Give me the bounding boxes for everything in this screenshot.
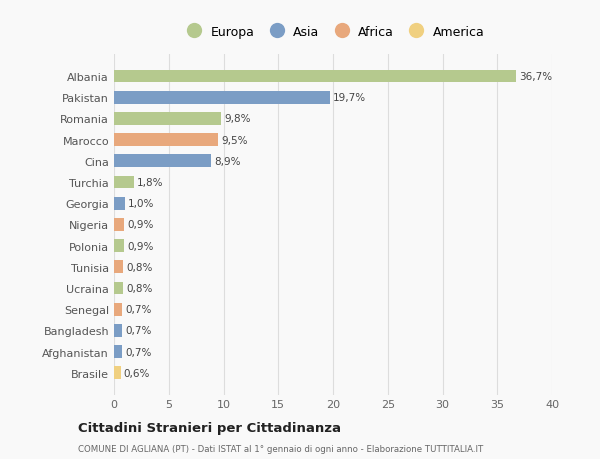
Bar xyxy=(114,346,122,358)
Bar xyxy=(114,367,121,379)
Bar xyxy=(114,240,124,252)
Text: 19,7%: 19,7% xyxy=(333,93,366,103)
Text: 0,7%: 0,7% xyxy=(125,304,151,314)
Text: 0,9%: 0,9% xyxy=(127,241,154,251)
Bar xyxy=(114,218,124,231)
Bar xyxy=(114,92,330,104)
Text: 9,8%: 9,8% xyxy=(224,114,251,124)
Bar xyxy=(114,71,516,83)
Text: 1,0%: 1,0% xyxy=(128,199,155,209)
Bar xyxy=(114,176,134,189)
Bar xyxy=(114,303,122,316)
Bar xyxy=(114,282,123,295)
Text: 0,9%: 0,9% xyxy=(127,220,154,230)
Text: 36,7%: 36,7% xyxy=(519,72,552,82)
Text: 0,7%: 0,7% xyxy=(125,326,151,336)
Legend: Europa, Asia, Africa, America: Europa, Asia, Africa, America xyxy=(176,21,490,44)
Text: 1,8%: 1,8% xyxy=(137,178,163,188)
Text: 8,9%: 8,9% xyxy=(215,157,241,167)
Text: Cittadini Stranieri per Cittadinanza: Cittadini Stranieri per Cittadinanza xyxy=(78,421,341,434)
Bar xyxy=(114,155,211,168)
Text: 9,5%: 9,5% xyxy=(221,135,248,146)
Text: 0,8%: 0,8% xyxy=(126,283,152,293)
Bar xyxy=(114,197,125,210)
Bar xyxy=(114,325,122,337)
Bar xyxy=(114,134,218,147)
Text: 0,8%: 0,8% xyxy=(126,262,152,272)
Text: 0,7%: 0,7% xyxy=(125,347,151,357)
Bar xyxy=(114,113,221,125)
Text: COMUNE DI AGLIANA (PT) - Dati ISTAT al 1° gennaio di ogni anno - Elaborazione TU: COMUNE DI AGLIANA (PT) - Dati ISTAT al 1… xyxy=(78,444,483,453)
Text: 0,6%: 0,6% xyxy=(124,368,150,378)
Bar xyxy=(114,261,123,274)
